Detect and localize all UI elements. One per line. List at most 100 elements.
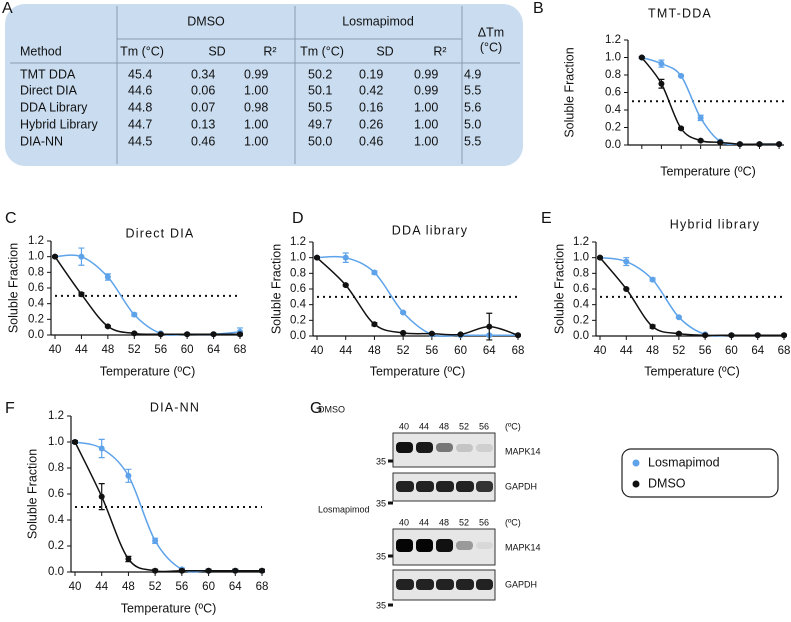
y-tick-label: 0.4 bbox=[48, 514, 65, 526]
blot-temperature: 48 bbox=[439, 517, 449, 527]
y-tick-label: 0.8 bbox=[48, 462, 64, 474]
data-point bbox=[638, 54, 645, 61]
y-tick-label: 1.2 bbox=[28, 235, 44, 247]
x-tick-label: 60 bbox=[454, 345, 467, 357]
table-background bbox=[5, 4, 523, 166]
table-subheader: R² bbox=[263, 44, 276, 58]
data-point bbox=[157, 331, 164, 338]
y-tick-label: 0.0 bbox=[573, 330, 589, 342]
table-cell: 0.19 bbox=[359, 67, 383, 81]
blot-temperature: 48 bbox=[439, 421, 449, 431]
table-cell: 44.8 bbox=[128, 100, 152, 114]
y-tick-label: 0.2 bbox=[290, 314, 306, 326]
data-point bbox=[597, 254, 603, 261]
y-tick-label: 0.6 bbox=[605, 87, 621, 99]
table-cell: 0.34 bbox=[191, 67, 215, 81]
y-tick-label: 0.8 bbox=[605, 69, 621, 81]
y-tick-label: 0.8 bbox=[28, 266, 44, 278]
x-tick-label: 48 bbox=[122, 581, 135, 593]
fit-curve bbox=[74, 441, 262, 573]
y-axis-label: Soluble Fraction bbox=[6, 243, 20, 333]
x-tick-label: 40 bbox=[311, 345, 324, 357]
y-tick-label: 0.0 bbox=[605, 139, 621, 151]
table-row-label: DIA-NN bbox=[20, 134, 63, 148]
data-point bbox=[342, 282, 349, 289]
y-tick-label: 0.0 bbox=[48, 566, 64, 578]
x-tick-label: 56 bbox=[175, 581, 188, 593]
data-point bbox=[131, 330, 138, 337]
table-cell: 45.4 bbox=[128, 67, 152, 81]
y-tick-label: 0.6 bbox=[573, 283, 589, 295]
table-group-header: DMSO bbox=[187, 14, 225, 28]
table-cell: 0.46 bbox=[191, 134, 215, 148]
table-cell: 5.5 bbox=[464, 134, 481, 148]
data-point bbox=[649, 323, 656, 330]
table-cell: 5.0 bbox=[464, 117, 481, 131]
y-tick-label: 0.4 bbox=[573, 299, 590, 311]
x-axis-label: Temperature (ºC) bbox=[644, 364, 740, 378]
blot-protein: MAPK14 bbox=[505, 542, 541, 552]
y-tick-label: 0.4 bbox=[290, 299, 307, 311]
table-rules bbox=[10, 6, 520, 164]
x-axis-label: Temperature (ºC) bbox=[370, 364, 466, 378]
table-cell: 50.5 bbox=[308, 100, 332, 114]
data-point bbox=[104, 323, 111, 330]
y-tick-label: 0.0 bbox=[28, 329, 44, 341]
table-cell: 0.13 bbox=[191, 117, 215, 131]
table-cell: 0.98 bbox=[244, 100, 268, 114]
table-cell: 49.7 bbox=[308, 117, 332, 131]
table-cell: 0.07 bbox=[191, 100, 215, 114]
table-group-header: Losmapimod bbox=[342, 14, 414, 28]
data-point bbox=[486, 323, 493, 330]
blot-protein: MAPK14 bbox=[505, 446, 541, 456]
table-row-label: TMT DDA bbox=[20, 67, 76, 81]
chart-title: Hybrid library bbox=[670, 217, 760, 231]
data-point bbox=[515, 332, 521, 339]
y-axis-label: Soluble Fraction bbox=[269, 244, 283, 334]
x-tick-label: 64 bbox=[751, 345, 764, 357]
data-point bbox=[658, 80, 665, 87]
table-cell: 1.00 bbox=[244, 134, 268, 148]
x-tick-label: 64 bbox=[229, 581, 242, 593]
blot-temperature: 56 bbox=[479, 517, 489, 527]
y-tick-label: 0.6 bbox=[48, 488, 64, 500]
x-tick-label: 52 bbox=[672, 345, 685, 357]
table-cell: 1.00 bbox=[244, 83, 268, 97]
x-tick-label: 40 bbox=[69, 581, 82, 593]
data-point bbox=[98, 493, 105, 500]
y-tick-label: 0.8 bbox=[290, 267, 306, 279]
chart-title: DIA-NN bbox=[150, 400, 200, 414]
data-point bbox=[697, 114, 704, 121]
table-cell: 44.5 bbox=[128, 134, 152, 148]
data-point bbox=[259, 567, 265, 574]
y-tick-label: 1.0 bbox=[290, 252, 306, 264]
x-tick-label: 64 bbox=[207, 344, 220, 356]
blot-protein: GAPDH bbox=[505, 481, 537, 491]
table-header: Method bbox=[20, 44, 62, 58]
y-tick-label: 0.2 bbox=[48, 540, 64, 552]
table-cell: 44.7 bbox=[128, 117, 152, 131]
data-point bbox=[371, 321, 378, 328]
data-point bbox=[457, 331, 464, 338]
x-tick-label: 68 bbox=[512, 345, 525, 357]
y-tick-label: 0.4 bbox=[605, 104, 622, 116]
y-tick-label: 0.2 bbox=[28, 313, 44, 325]
data-point bbox=[678, 72, 685, 79]
y-tick-label: 1.2 bbox=[573, 236, 589, 248]
x-tick-label: 68 bbox=[778, 345, 791, 357]
y-tick-label: 0.6 bbox=[290, 283, 306, 295]
data-point bbox=[232, 567, 239, 574]
y-tick-label: 1.2 bbox=[48, 410, 64, 422]
table-cell: 5.6 bbox=[464, 100, 481, 114]
panel-label: A bbox=[2, 0, 13, 17]
data-point bbox=[728, 332, 735, 339]
panel-label: D bbox=[292, 210, 304, 227]
data-point bbox=[52, 253, 58, 260]
blot-temperature: 52 bbox=[459, 517, 469, 527]
blot-condition: Losmapimod bbox=[318, 504, 370, 514]
blot-temperature: 56 bbox=[479, 421, 489, 431]
x-tick-label: 52 bbox=[128, 344, 141, 356]
table-header: ΔTm bbox=[478, 25, 504, 39]
x-tick-label: 52 bbox=[397, 345, 410, 357]
